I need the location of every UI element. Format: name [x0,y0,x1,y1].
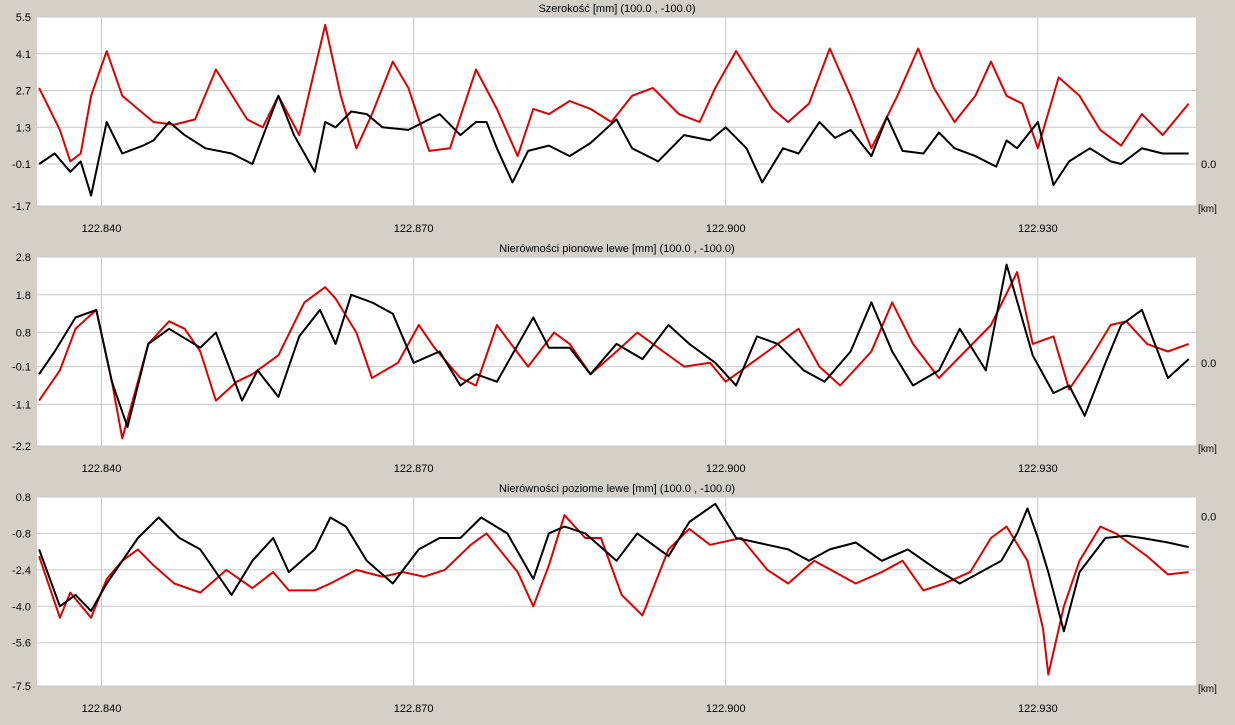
y-tick-label: -2.4 [12,565,31,577]
chart-nierownosci-poziome-lewe: 0.8 -0.8 -2.4 -4.0 -5.6 -7.5 122.840 122.870 122… [12,483,1217,715]
y-tick-label: 0.8 [16,492,31,504]
chart-szerokosc: 5.5 4.1 2.7 1.3 -0.1 -1.7 122.840 122.870 122.90… [12,3,1217,235]
y-tick-label: -5.6 [12,638,31,650]
chart-nierownosci-pionowe-lewe: 2.8 1.8 0.8 -0.1 -1.1 -2.2 122.840 122.870 122.9… [12,243,1217,475]
x-tick-label: 122.840 [82,463,122,475]
y-tick-label: -0.1 [12,159,31,171]
x-tick-label: 122.930 [1018,703,1058,715]
chart-title: Nierówności pionowe lewe [mm] (100.0 , -… [499,243,734,255]
y-tick-label: -1.1 [12,399,31,411]
chart-title: Szerokość [mm] (100.0 , -100.0) [538,3,695,15]
y-tick-label: 1.3 [16,122,31,134]
x-tick-label: 122.840 [82,223,122,235]
x-tick-label: 122.900 [706,703,746,715]
y-tick-label: -2.2 [12,441,31,453]
series-line-black [38,94,1189,197]
x-unit-label: [km] [1198,204,1217,215]
x-tick-label: 122.930 [1018,463,1058,475]
series-line-red [38,271,1190,440]
plot-area [37,17,1196,206]
series-line-red [38,23,1190,163]
series-line-red [38,514,1189,676]
reference-label: 0.0 [1201,159,1216,171]
chart-panel-poziome-lewe: 0.8 -0.8 -2.4 -4.0 -5.6 -7.5 122.840 122.870 122… [0,482,1235,725]
x-tick-label: 122.840 [82,703,122,715]
y-tick-label: 2.8 [16,252,31,264]
x-tick-label: 122.900 [706,463,746,475]
y-tick-label: 0.8 [16,328,31,340]
y-tick-label: 5.5 [16,12,31,24]
y-tick-label: 1.8 [16,290,31,302]
chart-panel-szerokosc: 5.5 4.1 2.7 1.3 -0.1 -1.7 122.840 122.870 122.90… [0,0,1235,242]
series-line-black [38,263,1190,429]
y-tick-label: -1.7 [12,201,31,213]
y-tick-label: 2.7 [16,86,31,98]
chart-panel-pionowe-lewe: 2.8 1.8 0.8 -0.1 -1.1 -2.2 122.840 122.870 122.9… [0,242,1235,482]
y-tick-label: -7.5 [12,681,31,693]
x-tick-label: 122.870 [394,223,434,235]
y-tick-label: -4.0 [12,601,31,613]
chart-title: Nierówności poziome lewe [mm] (100.0 , -… [499,483,735,495]
reference-label: 0.0 [1201,511,1216,523]
x-unit-label: [km] [1198,684,1217,695]
y-tick-label: -0.8 [12,528,31,540]
x-tick-label: 122.930 [1018,223,1058,235]
y-tick-label: 4.1 [16,49,31,61]
x-unit-label: [km] [1198,444,1217,455]
x-tick-label: 122.870 [394,703,434,715]
series-line-black [38,502,1189,633]
reference-label: 0.0 [1201,358,1216,370]
plot-area [37,497,1196,686]
x-tick-label: 122.870 [394,463,434,475]
y-tick-label: -0.1 [12,362,31,374]
x-tick-label: 122.900 [706,223,746,235]
